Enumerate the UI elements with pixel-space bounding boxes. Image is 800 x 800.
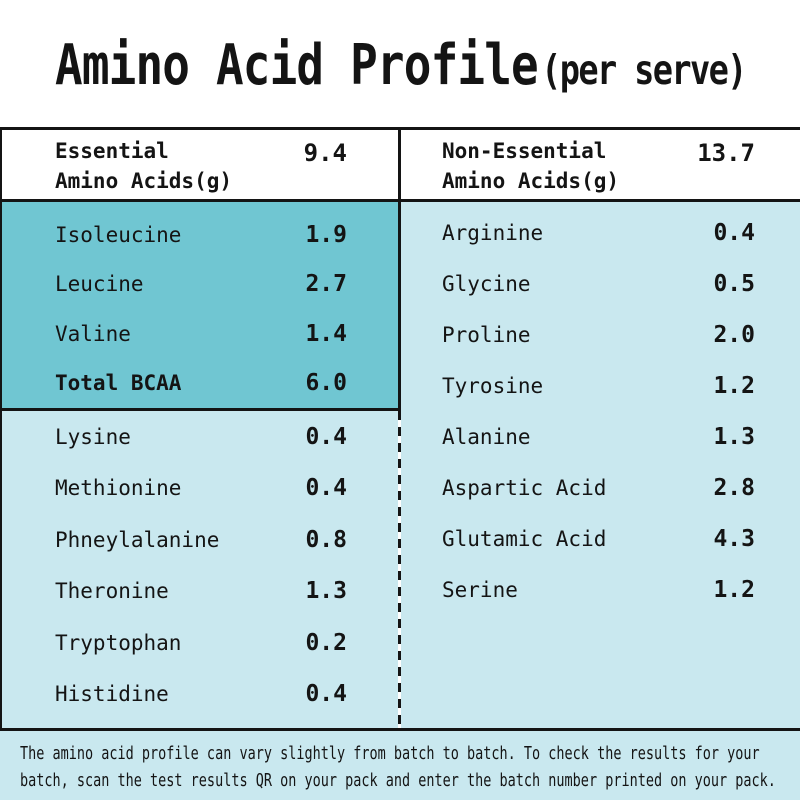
disclaimer-line-1: The amino acid profile can vary slightly… bbox=[20, 743, 760, 764]
amino-acid-value: 1.2 bbox=[713, 576, 755, 603]
title-suffix: (per serve) bbox=[541, 46, 747, 94]
non-essential-header-value: 13.7 bbox=[697, 139, 755, 167]
amino-acid-name: Proline bbox=[442, 322, 531, 347]
amino-acid-name: Theronine bbox=[55, 579, 169, 604]
amino-acid-name: Glutamic Acid bbox=[442, 526, 607, 551]
amino-acid-name: Valine bbox=[55, 321, 131, 346]
non-essential-header-label: Non-Essential Amino Acids(g) bbox=[442, 139, 620, 193]
amino-acid-value: 1.4 bbox=[305, 320, 347, 347]
amino-acid-name: Total BCAA bbox=[55, 371, 182, 396]
amino-acid-row: Leucine 2.7 bbox=[2, 260, 398, 310]
table-left-border bbox=[0, 127, 2, 731]
amino-acid-row: Lysine 0.4 bbox=[2, 411, 398, 463]
non-essential-rows-section: Arginine 0.4 Glycine 0.5 Proline 2.0 Tyrosine 1… bbox=[401, 202, 800, 728]
amino-acid-row: Theronine 1.3 bbox=[2, 566, 398, 618]
amino-acid-value: 0.2 bbox=[305, 629, 347, 656]
essential-header-value: 9.4 bbox=[303, 139, 347, 167]
amino-acid-value: 0.4 bbox=[305, 475, 347, 502]
amino-acid-value: 6.0 bbox=[305, 370, 347, 397]
amino-acid-name: Histidine bbox=[55, 682, 169, 707]
amino-acid-row: Tyrosine 1.2 bbox=[401, 360, 800, 411]
bcaa-section: Isoleucine 1.9 Leucine 2.7 Valine 1.4 Total BC… bbox=[2, 202, 398, 408]
footer-top-border bbox=[0, 728, 800, 731]
essential-header: Essential Amino Acids(g) 9.4 bbox=[2, 130, 398, 199]
amino-acid-row: Serine 1.2 bbox=[401, 564, 800, 615]
disclaimer-footer: The amino acid profile can vary slightly… bbox=[0, 731, 800, 800]
column-divider-solid bbox=[398, 127, 401, 411]
amino-acid-value: 1.2 bbox=[713, 372, 755, 399]
amino-acid-name: Leucine bbox=[55, 272, 144, 297]
amino-acid-row: Phneylalanine 0.8 bbox=[2, 514, 398, 566]
amino-acid-value: 4.3 bbox=[713, 525, 755, 552]
amino-acid-row: Aspartic Acid 2.8 bbox=[401, 462, 800, 513]
amino-acid-row: Methionine 0.4 bbox=[2, 463, 398, 515]
amino-acid-name: Isoleucine bbox=[55, 222, 182, 247]
amino-acid-value: 2.7 bbox=[305, 271, 347, 298]
amino-acid-name: Glycine bbox=[442, 271, 531, 296]
amino-acid-value: 2.0 bbox=[713, 321, 755, 348]
amino-acid-row: Tryptophan 0.2 bbox=[2, 617, 398, 669]
amino-acid-value: 0.5 bbox=[713, 270, 755, 297]
amino-acid-value: 0.8 bbox=[305, 526, 347, 553]
page-title: Amino Acid Profile (per serve) bbox=[55, 33, 747, 98]
amino-acid-value: 2.8 bbox=[713, 474, 755, 501]
amino-acid-value: 1.3 bbox=[713, 423, 755, 450]
amino-acid-row: Total BCAA 6.0 bbox=[2, 359, 398, 409]
amino-acid-value: 0.4 bbox=[713, 219, 755, 246]
amino-acid-value: 0.4 bbox=[305, 423, 347, 450]
amino-acid-row: Isoleucine 1.9 bbox=[2, 210, 398, 260]
amino-acid-name: Tyrosine bbox=[442, 373, 544, 398]
non-essential-header: Non-Essential Amino Acids(g) 13.7 bbox=[401, 130, 800, 199]
amino-acid-name: Serine bbox=[442, 577, 518, 602]
amino-acid-name: Methionine bbox=[55, 476, 182, 501]
amino-acid-row: Histidine 0.4 bbox=[2, 669, 398, 721]
amino-acid-row: Alanine 1.3 bbox=[401, 411, 800, 462]
title-main: Amino Acid Profile bbox=[55, 33, 539, 98]
amino-acid-row: Proline 2.0 bbox=[401, 309, 800, 360]
amino-acid-value: 0.4 bbox=[305, 681, 347, 708]
essential-rows-section: Lysine 0.4 Methionine 0.4 Phneylalanine 0.8 Th… bbox=[2, 411, 398, 728]
amino-acid-value: 1.9 bbox=[305, 221, 347, 248]
amino-acid-name: Tryptophan bbox=[55, 630, 182, 655]
amino-acid-row: Glycine 0.5 bbox=[401, 258, 800, 309]
amino-acid-name: Lysine bbox=[55, 424, 131, 449]
column-divider-dashed bbox=[398, 411, 401, 728]
amino-acid-name: Arginine bbox=[442, 220, 544, 245]
essential-header-label: Essential Amino Acids(g) bbox=[55, 139, 233, 193]
amino-acid-name: Phneylalanine bbox=[55, 527, 220, 552]
amino-acid-row: Glutamic Acid 4.3 bbox=[401, 513, 800, 564]
disclaimer-line-2: batch, scan the test results QR on your … bbox=[20, 770, 776, 791]
amino-acid-value: 1.3 bbox=[305, 578, 347, 605]
bcaa-bottom-border bbox=[0, 408, 401, 411]
amino-acid-name: Aspartic Acid bbox=[442, 475, 607, 500]
amino-acid-row: Arginine 0.4 bbox=[401, 207, 800, 258]
amino-acid-name: Alanine bbox=[442, 424, 531, 449]
amino-acid-row: Valine 1.4 bbox=[2, 309, 398, 359]
